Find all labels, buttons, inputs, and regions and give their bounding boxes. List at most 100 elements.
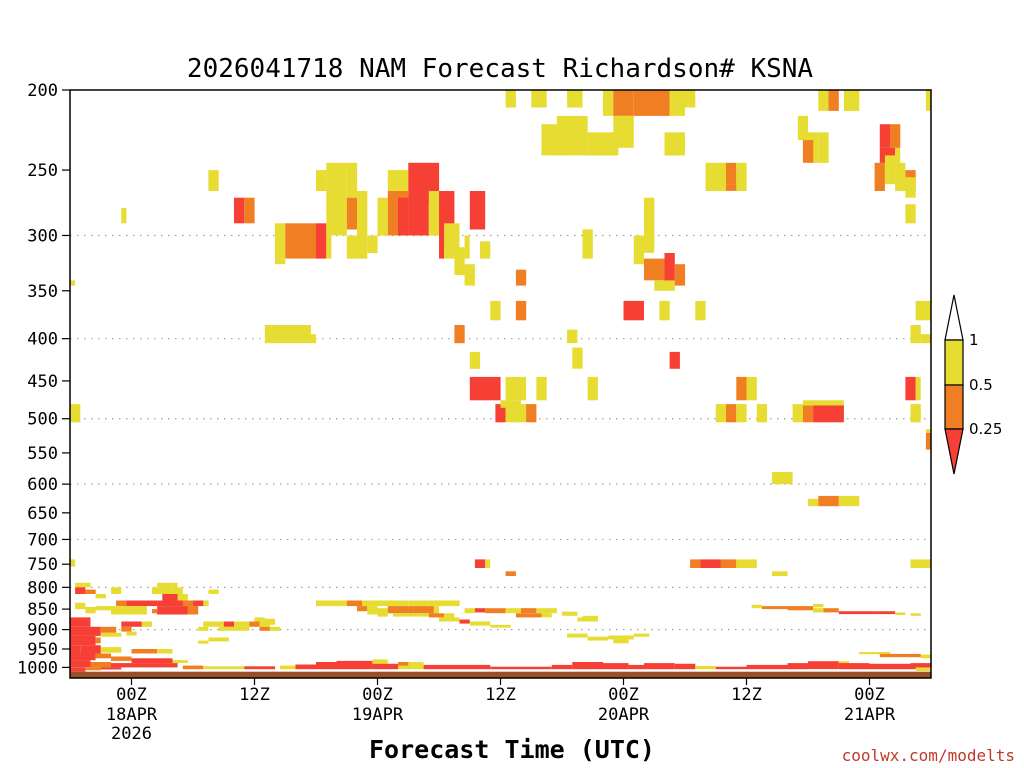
- ri-cell-yellow: [387, 170, 409, 191]
- ri-cell-yellow: [464, 264, 475, 286]
- ri-cell-orange: [357, 606, 368, 612]
- ground-surface: [70, 671, 931, 678]
- ri-cell-yellow: [152, 587, 183, 594]
- legend-label: 0.25: [969, 420, 1002, 438]
- ri-cell-yellow: [536, 608, 557, 614]
- ri-cell-red: [603, 663, 629, 670]
- y-tick-label: 900: [27, 621, 58, 641]
- ri-cell-red: [100, 667, 122, 670]
- ri-cell-yellow: [695, 666, 716, 670]
- legend-swatch-top: [944, 294, 964, 341]
- ri-cell-orange: [85, 589, 96, 594]
- ri-cell-yellow: [505, 608, 527, 614]
- ri-cell-orange: [182, 600, 194, 607]
- ri-cell-red: [70, 635, 96, 646]
- ri-cell-orange: [515, 269, 527, 286]
- ri-cell-red: [787, 663, 808, 670]
- ri-cell-orange: [346, 197, 358, 230]
- ri-cell-yellow: [275, 258, 286, 265]
- y-tick-label: 1000: [17, 658, 58, 678]
- ri-cell-yellow: [121, 208, 127, 224]
- ri-cell-yellow: [362, 600, 383, 607]
- ri-cell-orange: [152, 609, 158, 614]
- x-tick-label: 12Z: [239, 685, 270, 705]
- ri-cell-red: [669, 351, 680, 369]
- ri-cell-yellow: [613, 639, 629, 644]
- ri-cell-yellow: [326, 162, 347, 191]
- ri-cell-orange: [285, 223, 317, 259]
- chart-title: 2026041718 NAM Forecast Richardson# KSNA: [187, 54, 813, 84]
- ri-cell-yellow: [433, 606, 439, 614]
- ri-cell-red: [162, 594, 178, 601]
- ri-cell-red: [700, 559, 721, 568]
- ri-cell-yellow: [808, 498, 819, 507]
- ri-cell-orange: [787, 606, 814, 611]
- ri-cell-red: [715, 666, 747, 670]
- ri-cell-orange: [890, 124, 901, 148]
- ri-cell-orange: [521, 608, 537, 614]
- ri-cell-yellow: [531, 90, 547, 108]
- ri-cell-yellow: [905, 177, 916, 198]
- x-tick-date: 18APR: [106, 705, 158, 725]
- ri-cell-yellow: [915, 667, 931, 671]
- ri-cell-yellow: [198, 626, 209, 631]
- ri-cell-orange: [90, 662, 111, 668]
- ri-cell-yellow: [316, 600, 347, 607]
- ri-cell-yellow: [428, 191, 440, 236]
- y-tick-label: 300: [27, 226, 58, 246]
- ri-cell-yellow: [131, 609, 147, 615]
- ri-cell-yellow: [203, 621, 224, 627]
- ri-cell-yellow: [567, 329, 578, 344]
- ri-cell-red: [70, 667, 86, 672]
- ri-cell-yellow: [208, 170, 219, 191]
- ri-cell-yellow: [644, 197, 655, 230]
- ri-cell-yellow: [659, 300, 670, 321]
- ri-cell-yellow: [70, 280, 76, 286]
- ri-cell-red: [474, 608, 486, 613]
- ri-cell-yellow: [797, 115, 809, 141]
- ri-cell-red: [234, 197, 245, 224]
- ri-cell-red: [838, 663, 870, 670]
- ri-cell-yellow: [715, 404, 727, 423]
- ri-cell-orange: [131, 649, 158, 654]
- ri-cell-yellow: [802, 400, 844, 406]
- ri-cell-yellow: [910, 404, 921, 423]
- ri-cell-yellow: [275, 223, 286, 259]
- ri-cell-yellow: [736, 162, 747, 191]
- ri-cell-yellow: [556, 115, 588, 156]
- ri-cell-orange: [398, 662, 409, 666]
- ri-cell-red: [869, 663, 911, 670]
- ri-cell-yellow: [126, 631, 137, 636]
- ri-cell-orange: [121, 626, 132, 632]
- ri-cell-yellow: [264, 618, 276, 625]
- ri-cell-orange: [633, 90, 670, 116]
- ri-cell-red: [70, 645, 81, 654]
- ri-cell-yellow: [838, 495, 860, 507]
- ri-cell-orange: [505, 571, 516, 576]
- ri-cell-yellow: [756, 404, 768, 423]
- y-tick-label: 250: [27, 161, 58, 181]
- ri-cell-yellow: [541, 124, 562, 156]
- ri-cell-red: [372, 663, 398, 670]
- ri-cell-orange: [726, 404, 737, 423]
- ri-cell-orange: [100, 626, 117, 633]
- ri-cell-yellow: [582, 229, 593, 259]
- ri-cell-orange: [515, 300, 527, 321]
- ri-cell-yellow: [818, 132, 829, 163]
- ri-cell-orange: [674, 264, 686, 286]
- ri-cell-yellow: [85, 607, 96, 614]
- ri-cell-yellow: [654, 280, 675, 291]
- ri-cell-yellow: [925, 429, 931, 433]
- ri-cell-yellow: [100, 647, 122, 653]
- ri-cell-red: [490, 666, 552, 670]
- ri-cell-orange: [346, 600, 363, 607]
- ri-cell-yellow: [608, 635, 634, 640]
- ri-cell-orange: [726, 162, 737, 185]
- ri-cell-red: [70, 653, 96, 661]
- ri-cell-orange: [761, 606, 788, 610]
- ri-cell-yellow: [439, 617, 460, 622]
- ri-cell-yellow: [464, 235, 470, 259]
- x-tick-label: 12Z: [731, 685, 762, 705]
- ri-cell-yellow: [669, 90, 685, 116]
